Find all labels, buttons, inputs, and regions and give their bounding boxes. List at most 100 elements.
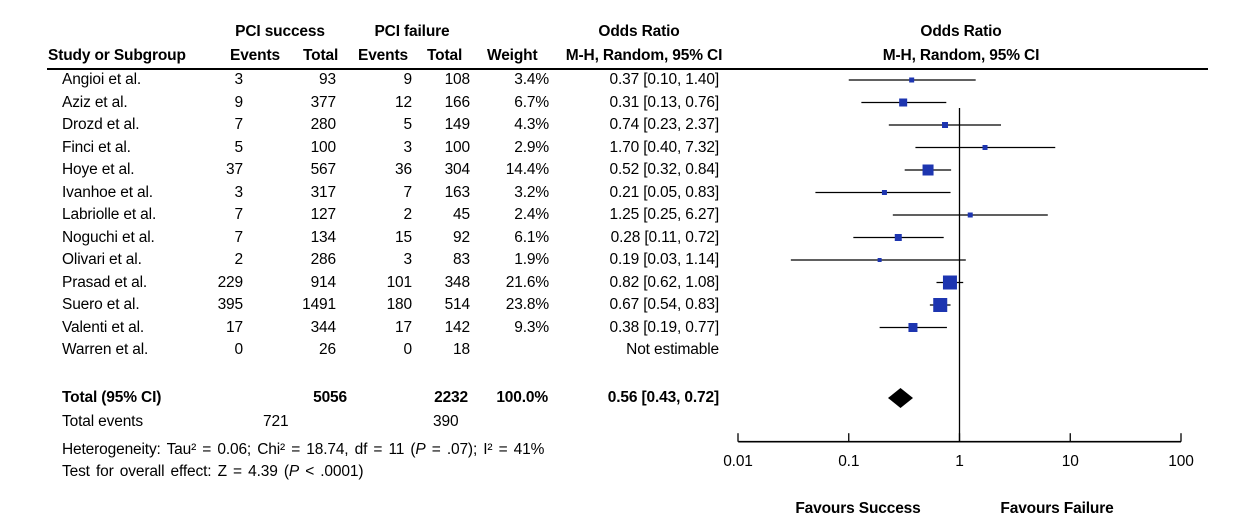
study-name-cell: Prasad et al.: [62, 273, 148, 291]
study-ci-label-cell: 0.82 [0.62, 1.08]: [609, 273, 720, 291]
study-events-success-cell: 7: [234, 228, 244, 246]
study-name-cell: Suero et al.: [62, 296, 140, 313]
study-weight-cell: 2.9%: [514, 138, 549, 156]
study-events-success-cell: 395: [217, 296, 244, 313]
study-ci-label-cell: 0.19 [0.03, 1.14]: [609, 251, 720, 268]
or-marker: [942, 275, 957, 290]
study-name-cell: Olivari et al.: [62, 251, 142, 268]
study-events-success-cell: 3: [234, 71, 244, 88]
study-ci-label-cell: 1.25 [0.25, 6.27]: [609, 206, 720, 223]
overall-effect-text-2: < .0001): [299, 463, 364, 480]
table-row: Hoye et al. 37 567 36 304 14.4% 0.52 [0.32, 0.…: [0, 159, 760, 181]
study-events-failure-cell: 3: [403, 251, 413, 268]
column-header-events-failure: Events: [358, 47, 408, 64]
study-weight-cell: 9.3%: [514, 318, 549, 336]
study-events-success-cell: 7: [234, 206, 244, 223]
study-total-success-cell: 567: [310, 161, 337, 178]
study-ci-label-cell: 0.21 [0.05, 0.83]: [609, 183, 720, 201]
total-events-failure: 390: [433, 413, 459, 430]
study-total-failure-cell: 348: [444, 273, 471, 291]
total-events-label: Total events: [62, 413, 143, 430]
column-header-total-success: Total: [303, 47, 339, 64]
study-ci-label-cell: 0.37 [0.10, 1.40]: [609, 71, 720, 88]
study-ci-label-cell: 0.28 [0.11, 0.72]: [610, 228, 719, 246]
or-marker: [899, 98, 908, 107]
axis-tick-label: 0.1: [838, 453, 859, 470]
study-total-success-cell: 93: [319, 71, 336, 88]
study-events-failure-cell: 0: [403, 341, 413, 358]
favours-left-label: Favours Success: [795, 500, 920, 517]
total-events-success: 721: [263, 413, 289, 430]
study-events-success-cell: 5: [234, 138, 244, 156]
study-weight-cell: 2.4%: [514, 206, 549, 223]
or-marker: [982, 145, 988, 150]
heterogeneity-p-symbol: P: [415, 441, 426, 458]
or-marker: [881, 190, 887, 195]
column-header-total-failure: Total: [427, 47, 463, 64]
axis-tick-label: 10: [1062, 453, 1079, 470]
table-row: Ivanhoe et al. 3 317 7 163 3.2% 0.21 [0.05, 0.…: [0, 182, 760, 204]
or-marker: [933, 298, 948, 312]
study-weight-cell: 6.7%: [514, 93, 549, 111]
table-row: Finci et al. 5 100 3 100 2.9% 1.70 [0.40, 7.32…: [0, 137, 760, 159]
study-weight-cell: 3.2%: [514, 183, 549, 201]
study-name-cell: Noguchi et al.: [62, 228, 155, 246]
study-name-cell: Aziz et al.: [62, 93, 128, 111]
study-ci-label-cell: 0.52 [0.32, 0.84]: [609, 161, 720, 178]
study-total-failure-cell: 142: [444, 318, 471, 336]
study-events-failure-cell: 5: [403, 116, 413, 133]
study-name-cell: Drozd et al.: [62, 116, 140, 133]
or-marker: [967, 212, 973, 218]
study-total-success-cell: 344: [310, 318, 337, 336]
column-header-events-success: Events: [230, 47, 280, 64]
study-events-failure-cell: 3: [403, 138, 413, 156]
table-row: Noguchi et al. 7 134 15 92 6.1% 0.28 [0.11, 0.…: [0, 227, 760, 249]
or-marker: [942, 122, 949, 128]
heterogeneity-statistics: Heterogeneity: Tau² = 0.06; Chi² = 18.74…: [62, 439, 544, 461]
study-events-failure-cell: 101: [386, 273, 413, 291]
study-total-failure-cell: 100: [444, 138, 471, 156]
overall-effect-p-symbol: P: [288, 463, 300, 480]
study-events-success-cell: 3: [234, 183, 244, 201]
study-ci-label-cell: 0.67 [0.54, 0.83]: [609, 296, 720, 313]
study-events-failure-cell: 12: [395, 93, 412, 111]
study-weight-cell: 23.8%: [505, 296, 549, 313]
or-marker: [909, 77, 915, 83]
favours-right-label: Favours Failure: [1000, 500, 1114, 517]
study-total-success-cell: 377: [310, 93, 337, 111]
or-marker: [908, 323, 918, 332]
study-ci-label-cell: Not estimable: [626, 341, 719, 358]
study-weight-cell: 1.9%: [514, 251, 549, 268]
study-total-success-cell: 317: [310, 183, 337, 201]
axis-tick-label: 0.01: [723, 453, 753, 470]
study-weight-cell: 4.3%: [514, 116, 549, 133]
study-events-failure-cell: 17: [395, 318, 412, 336]
study-events-success-cell: 0: [234, 341, 244, 358]
or-marker: [922, 164, 934, 176]
study-events-failure-cell: 2: [403, 206, 413, 223]
column-header-mh-ci-left: M-H, Random, 95% CI: [565, 47, 723, 64]
column-header-weight: Weight: [487, 47, 538, 64]
study-total-failure-cell: 108: [444, 71, 471, 88]
study-events-success-cell: 9: [234, 93, 244, 111]
study-total-success-cell: 286: [310, 251, 337, 268]
heterogeneity-text: Heterogeneity: Tau² = 0.06; Chi² = 18.74…: [62, 441, 416, 458]
study-total-success-cell: 127: [310, 206, 337, 223]
study-total-failure-cell: 304: [444, 161, 471, 178]
study-name-cell: Ivanhoe et al.: [62, 183, 153, 201]
total-failure-value: 2232: [434, 389, 468, 406]
column-header-mh-ci-right: M-H, Random, 95% CI: [882, 47, 1040, 64]
study-total-failure-cell: 149: [444, 116, 471, 133]
study-name-cell: Labriolle et al.: [62, 206, 157, 223]
study-ci-label-cell: 0.31 [0.13, 0.76]: [609, 93, 720, 111]
table-row: Angioi et al. 3 93 9 108 3.4% 0.37 [0.10, 1.40…: [0, 69, 760, 91]
study-name-cell: Finci et al.: [62, 138, 131, 156]
table-row: Labriolle et al. 7 127 2 45 2.4% 1.25 [0.25, 6…: [0, 204, 760, 226]
column-header-study: Study or Subgroup: [48, 47, 186, 64]
or-marker: [877, 258, 882, 262]
table-row: Warren et al. 0 26 0 18 Not estimable: [0, 339, 760, 361]
study-events-failure-cell: 36: [395, 161, 412, 178]
table-row: Drozd et al. 7 280 5 149 4.3% 0.74 [0.23, 2.37…: [0, 114, 760, 136]
